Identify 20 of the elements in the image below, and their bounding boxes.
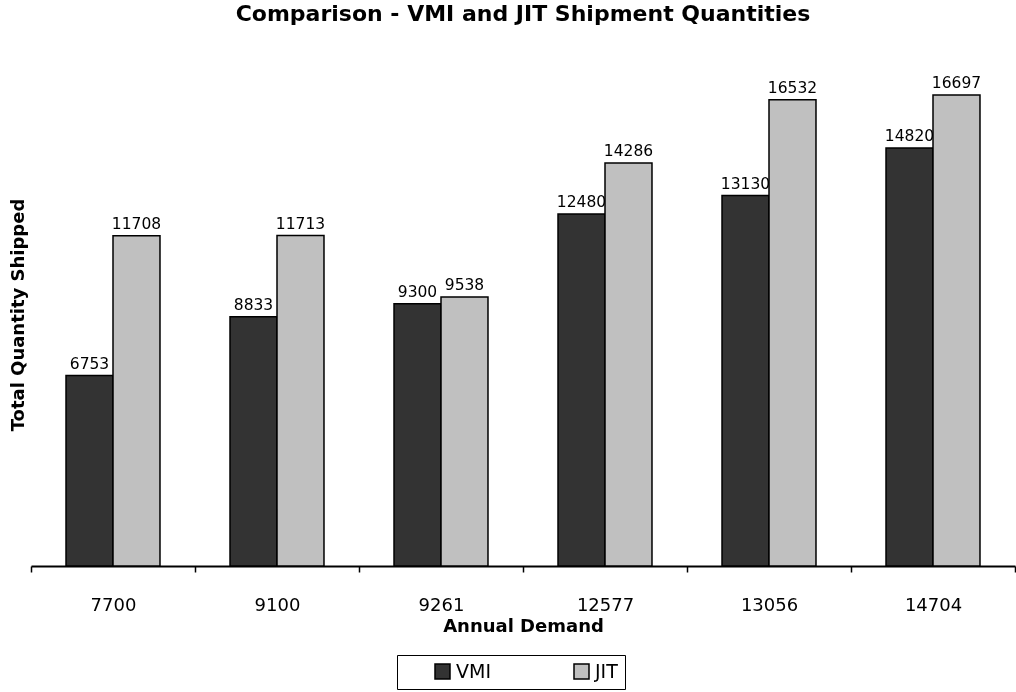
legend-label: JIT xyxy=(594,659,619,682)
data-label: 6753 xyxy=(69,354,110,373)
data-label: 9538 xyxy=(444,275,485,294)
data-label: 14286 xyxy=(603,142,654,161)
x-tick-label: 9261 xyxy=(418,593,465,615)
data-label: 11708 xyxy=(111,214,162,233)
x-axis-title: Annual Demand xyxy=(443,614,604,636)
data-label: 16532 xyxy=(767,78,818,97)
data-label: 8833 xyxy=(233,295,274,314)
legend-label: VMI xyxy=(456,659,491,682)
x-tick-label: 13056 xyxy=(740,593,799,615)
data-label: 11713 xyxy=(275,214,326,233)
x-tick-label: 12577 xyxy=(576,593,635,615)
data-label: 9300 xyxy=(397,282,438,301)
chart-title: Comparison - VMI and JIT Shipment Quantities xyxy=(235,1,811,26)
x-tick-label: 9100 xyxy=(254,593,301,615)
x-tick-label: 7700 xyxy=(90,593,137,615)
data-label: 16697 xyxy=(931,74,982,92)
x-tick-label: 14704 xyxy=(904,593,963,615)
y-axis-title: Total Quantity Shipped xyxy=(6,198,28,432)
